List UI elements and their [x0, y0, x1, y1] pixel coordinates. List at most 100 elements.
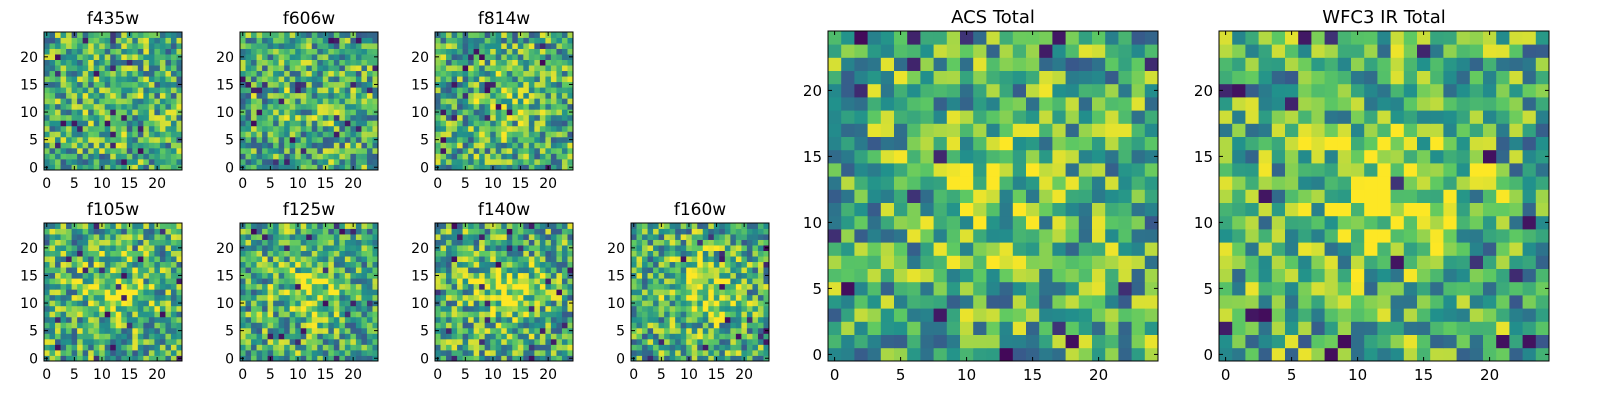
- heatmap-cell: [366, 48, 373, 55]
- heatmap-cell: [49, 98, 56, 105]
- heatmap-cell: [1052, 347, 1066, 362]
- heatmap-cell: [1026, 149, 1040, 164]
- heatmap-cell: [490, 76, 497, 83]
- heatmap-cell: [99, 54, 106, 60]
- heatmap-cell: [289, 120, 296, 127]
- heatmap-cell: [567, 65, 574, 72]
- heatmap-cell: [973, 202, 987, 217]
- heatmap-cell: [680, 272, 687, 279]
- heatmap-cell: [435, 349, 441, 356]
- heatmap-cell: [561, 338, 568, 345]
- heatmap-cell: [176, 142, 183, 149]
- heatmap-cell: [1039, 308, 1053, 322]
- heatmap-cell: [457, 228, 463, 235]
- heatmap-cell: [126, 142, 133, 149]
- heatmap-cell: [1131, 189, 1146, 203]
- heatmap-cell: [724, 239, 731, 246]
- heatmap-cell: [121, 37, 128, 44]
- heatmap-cell: [484, 333, 491, 340]
- heatmap-cell: [691, 311, 698, 318]
- heatmap-cell: [137, 147, 144, 154]
- heatmap-cell: [71, 228, 78, 235]
- heatmap-cell: [88, 98, 95, 105]
- heatmap-cell: [165, 333, 172, 340]
- heatmap-cell: [479, 37, 486, 44]
- heatmap-cell: [267, 322, 274, 329]
- heatmap-cell: [1065, 189, 1080, 203]
- heatmap-cell: [669, 278, 676, 285]
- heatmap-cell: [306, 87, 313, 94]
- heatmap-cell: [311, 98, 318, 105]
- heatmap-cell: [512, 98, 519, 105]
- heatmap-cell: [1131, 268, 1146, 283]
- heatmap-cell: [561, 272, 568, 279]
- heatmap-cell: [121, 158, 128, 165]
- heatmap-cell: [165, 344, 172, 351]
- heatmap-cell: [752, 245, 759, 251]
- heatmap-cell: [44, 131, 50, 138]
- heatmap-cell: [372, 131, 379, 138]
- heatmap-cell: [556, 76, 563, 83]
- heatmap-cell: [468, 228, 475, 235]
- heatmap-cell: [506, 256, 513, 263]
- heatmap-cell: [104, 349, 111, 356]
- heatmap-cell: [295, 300, 302, 307]
- heatmap-cell: [148, 158, 155, 165]
- heatmap-cell: [170, 48, 177, 55]
- heatmap-cell: [121, 250, 128, 257]
- heatmap-cell: [339, 283, 346, 290]
- heatmap-cell: [446, 344, 452, 351]
- heatmap-cell: [311, 109, 318, 116]
- heatmap-cell: [451, 109, 458, 116]
- heatmap-cell: [841, 176, 855, 190]
- heatmap-cell: [468, 239, 475, 246]
- heatmap-cell: [1012, 255, 1027, 269]
- x-tick-label: 0: [629, 367, 638, 383]
- heatmap-cell: [1065, 242, 1080, 256]
- heatmap-cell: [512, 59, 519, 66]
- heatmap-cell: [446, 153, 452, 160]
- heatmap-cell: [986, 176, 1000, 190]
- heatmap-cell: [289, 70, 296, 77]
- heatmap-cell: [669, 344, 676, 351]
- heatmap-cell: [88, 92, 95, 99]
- heatmap-cell: [440, 344, 447, 351]
- heatmap-cell: [121, 234, 128, 240]
- heatmap-cell: [880, 347, 895, 362]
- heatmap-cell: [328, 87, 335, 94]
- heatmap-cell: [256, 316, 263, 323]
- heatmap-cell: [495, 327, 502, 334]
- heatmap-cell: [647, 245, 654, 251]
- heatmap-cell: [523, 59, 530, 66]
- heatmap-cell: [262, 131, 268, 138]
- heatmap-cell: [724, 305, 731, 312]
- heatmap-cell: [752, 305, 759, 312]
- heatmap-cell: [999, 189, 1014, 203]
- heatmap-cell: [154, 87, 161, 94]
- heatmap-cell: [295, 54, 302, 60]
- heatmap-cell: [148, 164, 155, 171]
- heatmap-cell: [567, 261, 574, 268]
- heatmap-cell: [366, 338, 373, 345]
- x-tick-label: 5: [266, 367, 275, 383]
- heatmap-cell: [278, 142, 285, 149]
- heatmap-cell: [867, 255, 882, 269]
- heatmap-cell: [534, 136, 541, 143]
- heatmap-cell: [99, 158, 106, 165]
- heatmap-cell: [763, 338, 770, 345]
- heatmap-cell: [154, 305, 161, 312]
- heatmap-cell: [517, 158, 524, 165]
- heatmap-cell: [148, 70, 155, 77]
- heatmap-cell: [256, 48, 263, 55]
- heatmap-cell: [328, 223, 335, 229]
- heatmap-cell: [99, 349, 106, 356]
- heatmap-cell: [165, 147, 172, 154]
- heatmap-cell: [317, 223, 324, 229]
- heatmap-cell: [735, 245, 742, 251]
- heatmap-cell: [828, 334, 842, 349]
- heatmap-cell: [517, 272, 524, 279]
- heatmap-cell: [528, 322, 535, 329]
- heatmap-cell: [93, 228, 100, 235]
- heatmap-cell: [440, 114, 447, 121]
- heatmap-cell: [1144, 281, 1159, 296]
